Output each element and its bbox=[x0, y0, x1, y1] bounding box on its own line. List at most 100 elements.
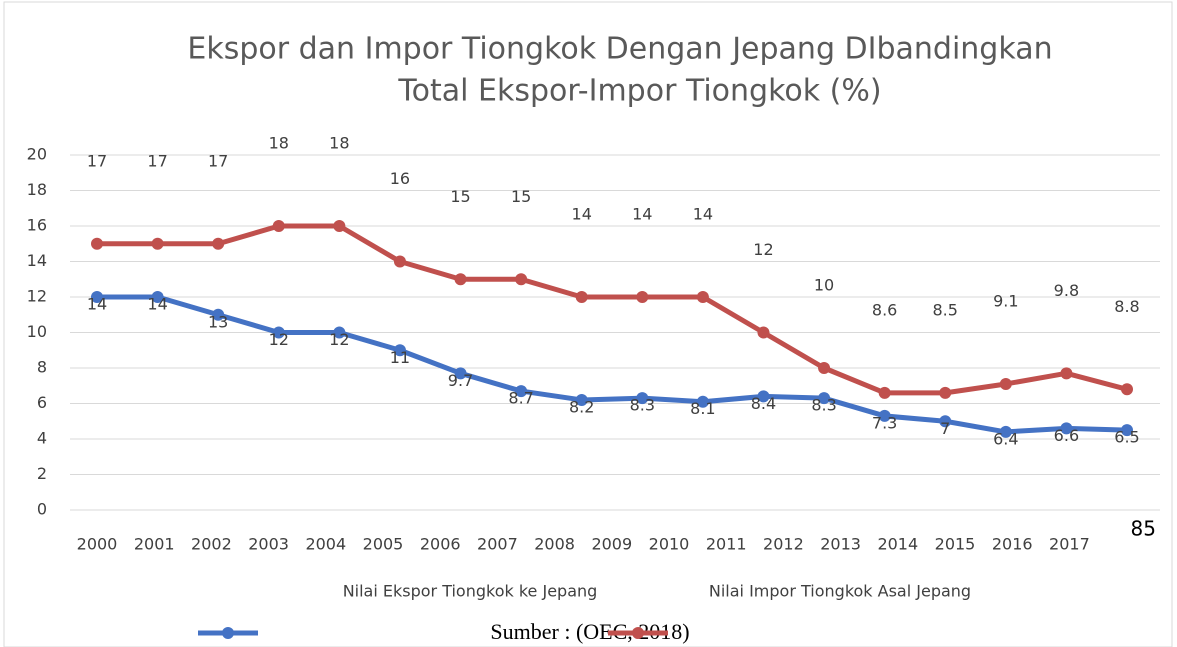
y-tick-label: 14 bbox=[27, 251, 47, 270]
x-tick-label: 2001 bbox=[134, 535, 175, 554]
x-tick-label: 2016 bbox=[992, 535, 1033, 554]
x-tick-label: 2003 bbox=[248, 535, 289, 554]
data-point bbox=[696, 291, 709, 303]
data-label: 12 bbox=[269, 330, 289, 349]
data-label: 7 bbox=[940, 419, 950, 438]
data-label: 14 bbox=[87, 295, 107, 314]
data-point bbox=[212, 237, 225, 250]
data-point bbox=[636, 392, 649, 405]
data-label: 10 bbox=[814, 276, 834, 295]
data-label: 14 bbox=[572, 205, 592, 224]
x-tick-label: 2009 bbox=[591, 535, 632, 554]
data-label: 9.7 bbox=[448, 371, 473, 390]
data-label: 8.7 bbox=[508, 389, 533, 408]
y-tick-label: 4 bbox=[37, 429, 47, 448]
data-label: 7.3 bbox=[872, 413, 897, 432]
x-tick-label: 2011 bbox=[706, 535, 747, 554]
data-label: 12 bbox=[753, 240, 773, 259]
x-tick-label: 2012 bbox=[763, 535, 804, 554]
data-point bbox=[999, 425, 1012, 438]
legend-label: Nilai Impor Tiongkok Asal Jepang bbox=[709, 582, 971, 601]
data-label: 8.6 bbox=[872, 300, 897, 319]
data-point bbox=[818, 362, 831, 374]
x-tick-label: 2015 bbox=[935, 535, 976, 554]
data-point bbox=[878, 409, 891, 422]
x-tick-label: 2014 bbox=[877, 535, 918, 554]
data-point bbox=[91, 291, 103, 303]
legend-label: Nilai Ekspor Tiongkok ke Jepang bbox=[343, 582, 598, 601]
y-tick-label: 8 bbox=[37, 358, 47, 377]
data-label: 6.6 bbox=[1054, 426, 1079, 445]
y-tick-label: 2 bbox=[37, 464, 47, 483]
data-point bbox=[696, 395, 709, 408]
data-label: 17 bbox=[208, 151, 228, 170]
data-label: 17 bbox=[147, 151, 167, 170]
chart-title: Total Ekspor-Impor Tiongkok (%) bbox=[397, 74, 881, 109]
data-label: 8.5 bbox=[933, 300, 958, 319]
data-label: 8.8 bbox=[1114, 297, 1139, 316]
x-tick-label: 2006 bbox=[420, 535, 461, 554]
data-point bbox=[1121, 424, 1133, 437]
x-tick-label: 2008 bbox=[534, 535, 575, 554]
data-point bbox=[212, 308, 225, 321]
series-line bbox=[97, 223, 1128, 396]
data-point bbox=[393, 255, 406, 268]
data-point bbox=[272, 220, 285, 232]
x-tick-label: 2010 bbox=[649, 535, 690, 554]
legend-marker bbox=[222, 627, 234, 639]
data-label: 15 bbox=[511, 187, 531, 206]
data-point bbox=[575, 291, 588, 303]
data-label: 8.3 bbox=[811, 396, 836, 415]
data-point bbox=[757, 326, 770, 339]
data-label: 14 bbox=[632, 205, 652, 224]
chart-border bbox=[3, 1, 1173, 647]
data-point bbox=[515, 273, 528, 286]
y-tick-label: 20 bbox=[27, 145, 47, 164]
data-point bbox=[757, 390, 770, 403]
data-label: 8.4 bbox=[751, 394, 776, 413]
data-label: 6.5 bbox=[1114, 428, 1139, 447]
chart-title: Ekspor dan Impor Tiongkok Dengan Jepang … bbox=[187, 32, 1052, 67]
page-number: 85 bbox=[1131, 517, 1156, 541]
data-point bbox=[999, 377, 1012, 390]
data-label: 14 bbox=[147, 295, 167, 314]
data-point bbox=[272, 326, 285, 339]
data-label: 14 bbox=[693, 205, 713, 224]
data-label: 16 bbox=[390, 169, 410, 188]
data-label: 8.3 bbox=[630, 396, 655, 415]
data-label: 11 bbox=[390, 348, 410, 367]
data-point bbox=[151, 291, 164, 303]
data-point bbox=[575, 393, 588, 406]
data-point bbox=[878, 386, 891, 399]
x-tick-label: 2004 bbox=[305, 535, 346, 554]
data-point bbox=[454, 273, 467, 286]
data-point bbox=[333, 220, 346, 232]
series-line bbox=[97, 294, 1128, 435]
data-label: 15 bbox=[450, 187, 470, 206]
data-point bbox=[91, 237, 103, 250]
data-label: 6.4 bbox=[993, 429, 1018, 448]
data-point bbox=[454, 367, 467, 380]
data-point bbox=[939, 386, 952, 399]
y-tick-label: 0 bbox=[37, 500, 47, 519]
data-point bbox=[151, 237, 164, 250]
data-point bbox=[1060, 422, 1073, 435]
x-tick-label: 2013 bbox=[820, 535, 861, 554]
data-point bbox=[515, 385, 528, 398]
y-tick-label: 18 bbox=[27, 180, 47, 199]
x-tick-label: 2000 bbox=[77, 535, 118, 554]
legend-marker bbox=[632, 627, 644, 639]
y-tick-label: 6 bbox=[37, 393, 47, 412]
x-tick-label: 2005 bbox=[363, 535, 404, 554]
data-point bbox=[393, 344, 406, 357]
data-label: 18 bbox=[329, 134, 349, 153]
data-label: 13 bbox=[208, 312, 228, 331]
x-tick-label: 2017 bbox=[1049, 535, 1090, 554]
x-tick-label: 2002 bbox=[191, 535, 232, 554]
y-tick-label: 10 bbox=[27, 322, 47, 341]
data-label: 9.1 bbox=[993, 291, 1018, 310]
data-label: 12 bbox=[329, 330, 349, 349]
data-point bbox=[333, 326, 346, 339]
x-tick-label: 2007 bbox=[477, 535, 518, 554]
